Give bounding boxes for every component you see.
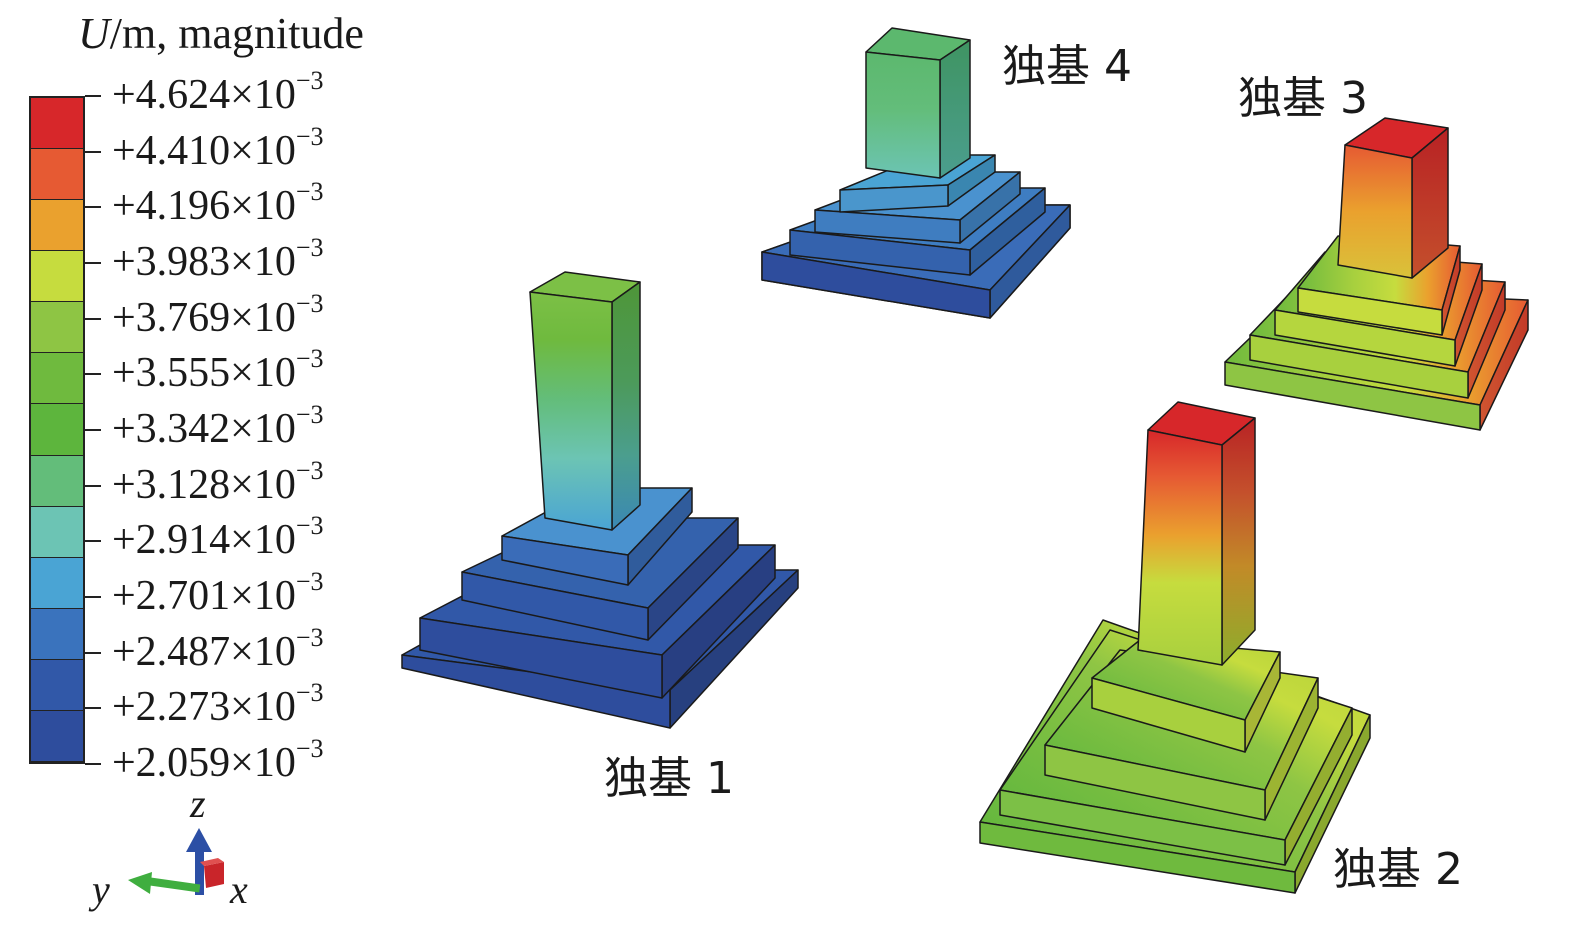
color-bar-tick [85,540,101,543]
color-bar-label: +2.914×10−3 [112,513,324,564]
color-bar-band [31,506,83,558]
color-bar-label-exponent: −3 [295,678,324,708]
axis-y-label: y [92,867,110,912]
color-bar-label: +4.624×10−3 [112,68,324,118]
color-bar-band [31,353,83,405]
footing-3-label: 独基 3 [1238,73,1368,124]
color-bar-label-exponent: −3 [295,66,324,95]
footing-4-model [761,27,1071,319]
color-bar-label-base: +3.342×10 [112,406,296,452]
color-bar-label-base: +2.487×10 [112,628,296,675]
color-bar-label-base: +3.769×10 [112,294,296,341]
color-bar-band [31,710,83,762]
color-bar-label: +2.059×10−3 [112,736,324,786]
color-bar-band [31,251,83,303]
color-bar-label-base: +3.128×10 [112,461,296,508]
footing-2-model [979,401,1371,894]
color-bar-tick [85,596,101,598]
color-bar-label: +2.487×10−3 [112,624,324,675]
footing-1-model [401,271,799,729]
color-bar-label: +3.555×10−3 [112,346,324,397]
color-bar-band [31,302,83,354]
color-bar-band [31,659,83,711]
footing-3-model [1224,117,1529,431]
color-bar-band [31,200,83,252]
color-bar-band [31,608,83,660]
footing-2-label: 独基 2 [1333,844,1463,895]
color-bar-label: +4.410×10−3 [112,123,324,174]
color-bar-label: +4.196×10−3 [112,179,324,230]
legend-title-unit: /m, magnitude [109,9,364,58]
color-bar-label-base: +4.410×10 [112,127,296,174]
color-bar-band [31,455,83,507]
color-bar-tick [85,95,101,97]
color-bar-label-base: +2.701×10 [112,573,296,619]
color-bar-label: +3.342×10−3 [112,402,324,452]
footing-1-label: 独基 1 [604,753,734,804]
color-bar-label-base: +2.273×10 [112,684,296,731]
color-bar-band [31,98,83,150]
color-bar-label-base: +3.983×10 [112,239,296,285]
color-bar-label-exponent: −3 [295,734,324,763]
color-bar [29,96,85,764]
color-bar-tick [85,707,101,710]
color-bar-label-exponent: −3 [295,622,324,652]
color-bar-label-base: +2.059×10 [112,740,296,786]
color-bar-label: +2.273×10−3 [112,680,324,731]
color-bar-label: +3.128×10−3 [112,457,324,508]
color-bar-tick [85,317,101,320]
color-bar-tick [85,484,101,487]
axis-z-label: z [190,781,206,826]
color-bar-tick [85,206,101,209]
color-bar-band [31,149,83,201]
color-bar-band [31,557,83,609]
axis-triad [128,828,224,895]
color-bar-band [31,404,83,456]
color-bar-tick [85,373,101,376]
color-bar-label-exponent: −3 [295,288,324,318]
color-bar-tick [85,150,101,153]
color-bar-tick [85,763,101,765]
color-bar-label-exponent: −3 [295,455,324,485]
axis-x-label: x [230,867,248,912]
legend-title: U/m, magnitude [78,8,364,59]
color-bar-label-base: +2.914×10 [112,517,296,564]
color-bar-label-exponent: −3 [295,121,324,151]
color-bar-label: +3.983×10−3 [112,235,324,285]
color-bar-label-exponent: −3 [295,567,324,596]
color-bar-label-exponent: −3 [295,511,324,541]
color-bar-label-base: +4.196×10 [112,183,296,230]
legend-title-variable: U [78,9,110,58]
color-bar-tick [85,262,101,264]
color-bar-label-base: +3.555×10 [112,350,296,397]
footing-4-label: 独基 4 [1002,41,1132,92]
color-bar-label-exponent: −3 [295,400,324,429]
color-bar-tick [85,651,101,654]
color-bar-label-exponent: −3 [295,177,324,207]
color-bar-label-base: +4.624×10 [112,72,296,118]
color-bar-label: +2.701×10−3 [112,569,324,619]
color-bar-label: +3.769×10−3 [112,290,324,341]
color-bar-label-exponent: −3 [295,344,324,374]
color-bar-label-exponent: −3 [295,233,324,262]
color-bar-tick [85,429,101,431]
